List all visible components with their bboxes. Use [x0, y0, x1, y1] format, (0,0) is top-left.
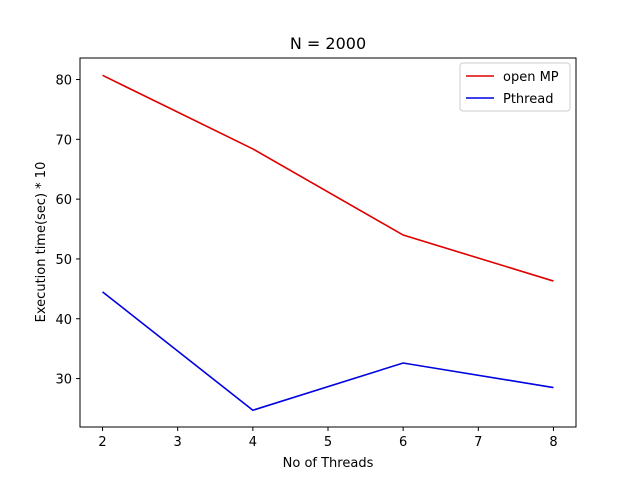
series-line-pthread: [102, 291, 554, 412]
legend-label-1: Pthread: [503, 92, 553, 107]
x-tick-label-7: 7: [474, 435, 482, 450]
y-tick-label-70: 70: [55, 133, 72, 148]
x-tick-label-8: 8: [549, 435, 557, 450]
plot-area: [102, 74, 554, 412]
axes-frame: [79, 57, 577, 428]
legend-label-0: open MP: [503, 70, 559, 85]
y-tick-label-60: 60: [55, 193, 72, 208]
chart-title: N = 2000: [290, 34, 366, 53]
x-tick-label-2: 2: [98, 435, 106, 450]
x-tick-label-4: 4: [249, 435, 257, 450]
x-tick-label-6: 6: [399, 435, 407, 450]
series-line-openmp: [102, 74, 554, 282]
y-tick-label-80: 80: [55, 74, 72, 89]
legend: open MP Pthread: [459, 62, 571, 112]
legend-box: [459, 62, 571, 112]
y-axis-label: Execution time(sec) * 10: [34, 162, 49, 323]
y-tick-label-50: 50: [55, 253, 72, 268]
x-tick-label-5: 5: [324, 435, 332, 450]
x-tick-label-3: 3: [174, 435, 182, 450]
x-axis-label: No of Threads: [283, 456, 374, 471]
x-axis: 2 3 4 5 6 7 8: [98, 427, 558, 450]
y-tick-label-30: 30: [55, 373, 72, 388]
y-axis: 30 40 50 60 70 80: [55, 74, 80, 388]
y-tick-label-40: 40: [55, 313, 72, 328]
